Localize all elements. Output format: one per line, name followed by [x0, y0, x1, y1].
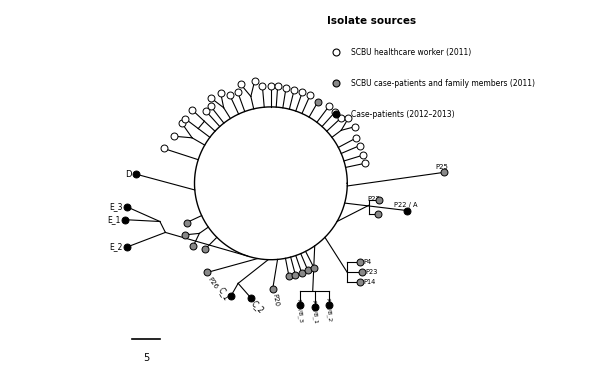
- Text: D: D: [125, 170, 132, 179]
- Text: Isolate sources: Isolate sources: [327, 16, 416, 26]
- Text: P14/B_3: P14/B_3: [295, 298, 303, 323]
- Text: P20: P20: [272, 292, 280, 306]
- Text: P23: P23: [365, 269, 378, 276]
- Text: SCBU case-patients and family members (2011): SCBU case-patients and family members (2…: [351, 79, 535, 88]
- Text: 5: 5: [143, 353, 149, 363]
- Text: P14/B_1: P14/B_1: [310, 300, 318, 324]
- Text: E_1: E_1: [107, 215, 121, 224]
- Text: P22 / A: P22 / A: [394, 202, 417, 208]
- Text: P25: P25: [436, 164, 448, 170]
- Text: Case-patients (2012–2013): Case-patients (2012–2013): [351, 110, 455, 119]
- Text: C_2: C_2: [250, 299, 266, 315]
- Text: P22: P22: [367, 196, 380, 201]
- Text: C_1: C_1: [217, 286, 231, 302]
- Text: E_3: E_3: [109, 203, 123, 211]
- Text: P26: P26: [206, 276, 218, 290]
- Text: E_2: E_2: [109, 243, 123, 251]
- Text: P14/B_2: P14/B_2: [325, 298, 332, 323]
- Text: P14: P14: [364, 279, 376, 284]
- Text: P4: P4: [364, 258, 372, 265]
- Text: SCBU healthcare worker (2011): SCBU healthcare worker (2011): [351, 48, 471, 57]
